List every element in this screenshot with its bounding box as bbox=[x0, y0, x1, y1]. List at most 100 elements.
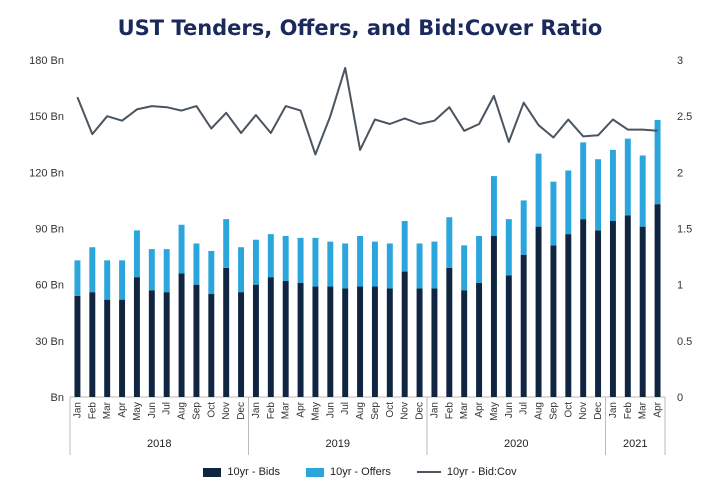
x-tick-label: Jul bbox=[340, 402, 351, 415]
x-tick-label: Jun bbox=[325, 402, 336, 418]
bar-bids bbox=[74, 295, 81, 397]
x-tick-label: Oct bbox=[385, 402, 396, 418]
bar-bids bbox=[386, 288, 393, 397]
bar-offers bbox=[74, 260, 81, 296]
bar-bids bbox=[357, 286, 364, 397]
legend-swatch-bid-cover bbox=[416, 471, 441, 473]
bar-bids bbox=[327, 286, 334, 397]
bar-offers bbox=[282, 235, 289, 281]
y-right-tick-label: 2 bbox=[677, 167, 683, 179]
bar-offers bbox=[461, 245, 468, 291]
bar-bids bbox=[119, 299, 126, 397]
legend-swatch-offers bbox=[305, 467, 324, 477]
bar-offers bbox=[595, 159, 602, 231]
bar-offers bbox=[148, 249, 155, 291]
bar-offers bbox=[416, 243, 423, 289]
x-tick-label: Sep bbox=[191, 402, 202, 420]
x-tick-label: Feb bbox=[266, 402, 277, 420]
bar-bids bbox=[535, 226, 542, 397]
legend-label-bids: 10yr - Bids bbox=[227, 466, 280, 478]
x-tick-label: Oct bbox=[563, 402, 574, 418]
bar-bids bbox=[520, 254, 527, 397]
bar-bids bbox=[580, 219, 587, 397]
bar-bids bbox=[624, 215, 631, 397]
bar-bids bbox=[505, 275, 512, 397]
x-tick-label: Jun bbox=[504, 402, 515, 418]
bar-bids bbox=[565, 234, 572, 397]
y-right-tick-label: 1 bbox=[677, 280, 683, 292]
y-left-tick-label: Bn bbox=[51, 392, 64, 404]
bar-bids bbox=[267, 277, 274, 397]
bar-offers bbox=[252, 239, 259, 285]
bar-offers bbox=[267, 234, 274, 278]
x-tick-label: Dec bbox=[236, 402, 247, 420]
x-tick-label: May bbox=[489, 402, 500, 421]
bar-bids bbox=[252, 284, 259, 397]
bar-offers bbox=[327, 241, 334, 287]
x-tick-label: Oct bbox=[206, 402, 217, 418]
y-right-tick-label: 3 bbox=[677, 55, 683, 67]
bar-offers bbox=[550, 181, 557, 246]
bar-offers bbox=[223, 219, 230, 268]
bar-offers bbox=[238, 247, 245, 293]
bar-bids bbox=[178, 273, 185, 397]
x-tick-label: Feb bbox=[444, 402, 455, 420]
bar-offers bbox=[609, 149, 616, 222]
x-tick-label: Sep bbox=[548, 402, 559, 420]
bar-offers bbox=[386, 243, 393, 289]
x-tick-label: Jan bbox=[72, 402, 83, 418]
bar-bids bbox=[208, 294, 215, 397]
legend-item-offers: 10yr - Offers bbox=[305, 466, 391, 478]
bar-offers bbox=[297, 237, 304, 283]
bar-offers bbox=[371, 241, 378, 287]
bar-offers bbox=[505, 219, 512, 276]
x-tick-label: Nov bbox=[221, 402, 232, 420]
bar-bids bbox=[223, 267, 230, 397]
y-left-tick-label: 90 Bn bbox=[35, 224, 64, 236]
legend-item-bid-cover: 10yr - Bid:Cov bbox=[416, 466, 517, 478]
legend-item-bids: 10yr - Bids bbox=[203, 466, 280, 478]
x-tick-label: Nov bbox=[400, 402, 411, 420]
bar-bids bbox=[148, 290, 155, 397]
bar-bids bbox=[550, 245, 557, 397]
line-bid-cover bbox=[76, 66, 658, 156]
x-tick-label: Jan bbox=[429, 402, 440, 418]
bar-offers bbox=[208, 250, 215, 295]
x-tick-label: Sep bbox=[370, 402, 381, 420]
bar-offers bbox=[431, 241, 438, 289]
bar-bids bbox=[282, 280, 289, 397]
x-tick-label: Apr bbox=[653, 401, 664, 417]
bar-bids bbox=[297, 282, 304, 397]
y-right-tick-label: 2.5 bbox=[677, 111, 692, 123]
bar-offers bbox=[104, 260, 111, 300]
legend-swatch-bids bbox=[203, 467, 222, 477]
x-tick-label: Jan bbox=[608, 402, 619, 418]
year-label: 2021 bbox=[623, 438, 647, 450]
chart-title: UST Tenders, Offers, and Bid:Cover Ratio bbox=[117, 16, 603, 40]
bar-bids bbox=[401, 271, 408, 397]
year-label: 2019 bbox=[326, 438, 350, 450]
bar-bids bbox=[609, 221, 616, 397]
bar-offers bbox=[312, 237, 319, 287]
bar-offers bbox=[520, 200, 527, 255]
bar-offers bbox=[89, 247, 96, 293]
bar-bids bbox=[133, 277, 140, 397]
bar-offers bbox=[580, 142, 587, 220]
bar-offers bbox=[624, 138, 631, 216]
chart: Bn 30 Bn 60 Bn 90 Bn 120 Bn 150 Bn 180 Bn 0 0.5 1… bbox=[29, 55, 692, 455]
bar-offers bbox=[476, 235, 483, 283]
year-label: 2018 bbox=[147, 438, 171, 450]
bar-bids bbox=[371, 286, 378, 397]
x-tick-label: Nov bbox=[578, 402, 589, 420]
bar-bids bbox=[193, 284, 200, 397]
bar-bids bbox=[163, 292, 170, 397]
bar-offers bbox=[357, 235, 364, 287]
x-tick-label: Mar bbox=[638, 401, 649, 419]
x-tick-label: Jul bbox=[162, 402, 173, 415]
bar-bids bbox=[461, 290, 468, 397]
bar-bids bbox=[342, 288, 349, 397]
x-tick-label: Mar bbox=[102, 401, 113, 419]
y-left-tick-label: 150 Bn bbox=[29, 111, 64, 123]
bar-offers bbox=[193, 243, 200, 285]
legend-label-bid-cover: 10yr - Bid:Cov bbox=[446, 466, 517, 478]
